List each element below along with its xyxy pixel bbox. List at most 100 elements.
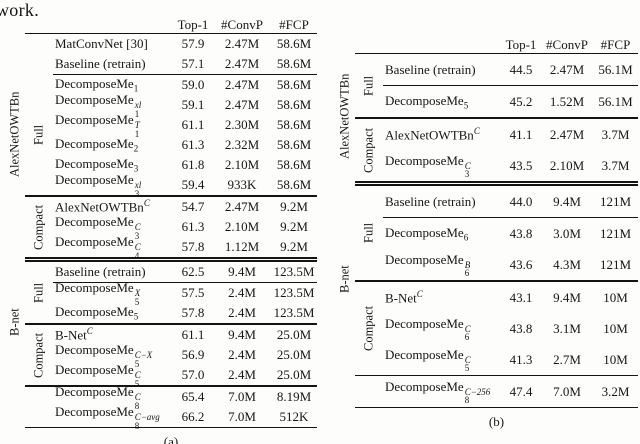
horizontal-rule [25, 427, 317, 428]
row-group: MatConvNet [30] 57.9 2.47M 58.6M Baseline (r… [25, 34, 317, 75]
horizontal-rule [355, 181, 638, 186]
subgroup-label: Compact [361, 305, 376, 352]
cell-value: 61.1 [181, 117, 205, 132]
cell-value: 4.3M [553, 256, 581, 272]
sup-sub-script: C−X 5 [134, 350, 153, 369]
cell-value: 59.1 [181, 97, 205, 112]
cell-value: 57.9 [181, 36, 205, 51]
subgroup-label [25, 34, 53, 75]
row-group: Compact AlexNetOWTBnC 54.7 2.47M 9.2M Decompo… [25, 197, 317, 260]
cell-value: 2.32M [224, 137, 260, 152]
row-group-rows: DecomposeMe1 59.0 2.47M 58.6M DecomposeMe xl 1… [53, 75, 317, 198]
cell-value: 57.8 [181, 239, 205, 254]
subgroup-label: Compact [31, 204, 46, 250]
row-label: DecomposeMe5 [55, 304, 139, 322]
table-row: DecomposeMe1 59.0 2.47M 58.6M [53, 75, 317, 95]
cell-value: 44.5 [509, 61, 533, 77]
row-label: MatConvNet [30] [55, 36, 148, 51]
cell-value: 2.47M [224, 56, 260, 71]
row-group: Full Baseline (retrain) 44.5 2.47M 56.1M Deco… [355, 54, 638, 117]
cell-value: 9.4M [228, 327, 256, 342]
cell-value: 25.0M [276, 327, 312, 342]
row-label: DecomposeMe C 5 [55, 362, 141, 389]
horizontal-rule [355, 375, 638, 376]
table-row: MatConvNet [30] 57.9 2.47M 58.6M [53, 34, 317, 54]
table-row: DecomposeMe5 45.2 1.52M 56.1M [383, 86, 638, 117]
row-label: DecomposeMe2 [55, 136, 139, 154]
row-label: DecomposeMe5 [385, 92, 469, 111]
cell-value: 58.6M [276, 137, 312, 152]
table-row: Baseline (retrain) 57.1 2.47M 58.6M [53, 54, 317, 74]
cell-value: 41.3 [509, 351, 533, 367]
cell-value: 54.7 [181, 199, 205, 214]
row-group: Compact B-NetC 61.1 9.4M 25.0M DecomposeMe C−X… [25, 325, 317, 389]
row-label: Baseline (retrain) [55, 264, 146, 279]
column-header: #ConvP [221, 17, 263, 32]
cell-value: 57.5 [181, 285, 205, 300]
cell-value: 43.6 [509, 256, 533, 272]
subgroup-label: Compact [361, 127, 376, 173]
cell-value: 1.12M [224, 239, 260, 254]
table-row: B-NetC 43.1 9.4M 10M [383, 282, 638, 313]
cell-value: 512K [279, 409, 309, 424]
cell-value: 58.6M [276, 177, 312, 192]
partial-horizontal-rule [53, 282, 317, 283]
cell-value: 58.6M [276, 36, 312, 51]
cell-value: 9.2M [280, 239, 308, 254]
cell-value: 9.2M [280, 219, 308, 234]
row-group-rows: B-NetC 61.1 9.4M 25.0M DecomposeMe C−X 5 56.9 2.… [53, 325, 317, 389]
table-row: DecomposeMe C 4 57.8 1.12M 9.2M [53, 234, 317, 260]
table-row: DecomposeMe C−avg 8 66.2 7.0M 512K [53, 404, 317, 431]
row-group-rail: AlexNetOWTBn B-net [335, 38, 355, 430]
table-row: DecomposeMe T 1 61.1 2.30M 58.6M [53, 112, 317, 139]
row-group: Compact AlexNetOWTBnC 41.1 2.47M 3.7M Decompo… [355, 119, 638, 181]
cell-value: 2.4M [228, 285, 256, 300]
row-label: B-NetC [385, 288, 423, 306]
subgroup-label: Full [361, 222, 376, 244]
cell-value: 10M [603, 351, 628, 367]
subgroup-label: Full [31, 282, 46, 303]
cell-value: 10M [603, 320, 628, 336]
sup-sub-script: C−256 8 [464, 386, 491, 405]
horizontal-rule [355, 53, 638, 54]
cell-value: 2.47M [549, 61, 585, 77]
cell-value: 123.5M [273, 285, 315, 300]
cell-value: 2.4M [228, 367, 256, 382]
sup-sub-script: C−avg 8 [134, 412, 160, 431]
table-row: DecomposeMe5 57.8 2.4M 123.5M [53, 303, 317, 323]
results-table-panel-a: AlexNetOWTBn B-net Top-1 #ConvP #FCP MatCon… [5, 17, 317, 444]
table-caption: (a) [163, 434, 179, 444]
cell-value: 56.9 [181, 347, 205, 362]
cell-value: 2.30M [224, 117, 260, 132]
cell-value: 9.4M [553, 289, 581, 305]
row-label: DecomposeMe T 1 [55, 112, 140, 139]
table-row: AlexNetOWTBnC 41.1 2.47M 3.7M [383, 119, 638, 150]
cell-value: 3.1M [553, 320, 581, 336]
table-row: DecomposeMe C 8 65.4 7.0M 8.19M [53, 384, 317, 411]
row-label: DecomposeMe C−256 8 [385, 378, 491, 405]
cell-value: 933K [227, 177, 257, 192]
row-group-rows: MatConvNet [30] 57.9 2.47M 58.6M Baseline (r… [53, 34, 317, 75]
cell-value: 59.0 [181, 77, 205, 92]
cell-value: 61.3 [181, 137, 205, 152]
partial-horizontal-rule [383, 217, 638, 218]
cell-value: 25.0M [276, 367, 312, 382]
table-row: DecomposeMe C 3 43.5 2.10M 3.7M [383, 150, 638, 181]
cell-value: 56.1M [598, 61, 633, 77]
row-label: DecomposeMe3 [55, 156, 139, 174]
row-label: AlexNetOWTBnC [385, 125, 480, 143]
cell-value: 123.5M [273, 305, 315, 320]
partial-horizontal-rule [383, 85, 638, 86]
horizontal-rule [25, 195, 317, 197]
row-group-rows: AlexNetOWTBnC 41.1 2.47M 3.7M DecomposeMe C 3 4… [383, 119, 638, 181]
partial-horizontal-rule [53, 74, 317, 75]
cell-value: 10M [603, 289, 628, 305]
row-label: DecomposeMe C 8 [55, 384, 141, 411]
cell-value: 2.47M [224, 199, 260, 214]
table-row: DecomposeMe C 5 57.0 2.4M 25.0M [53, 362, 317, 389]
row-group-rows: Baseline (retrain) 44.5 2.47M 56.1M Decompos… [383, 54, 638, 117]
